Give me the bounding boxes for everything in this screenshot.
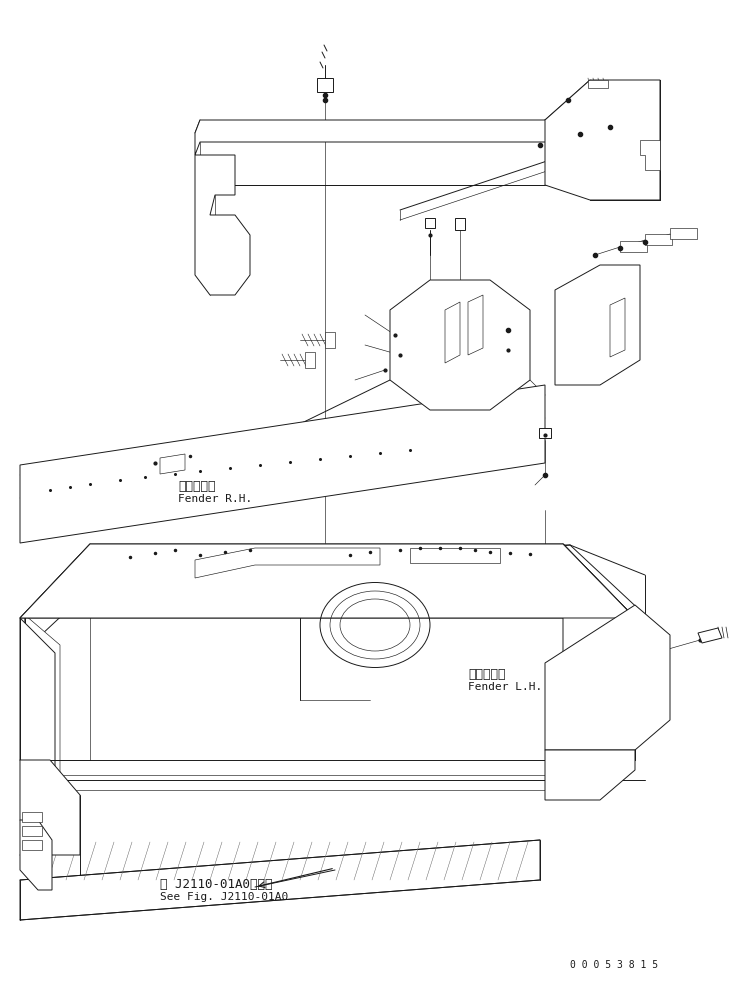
Polygon shape bbox=[20, 840, 540, 920]
Text: Fender L.H.: Fender L.H. bbox=[468, 682, 542, 692]
Polygon shape bbox=[610, 298, 625, 357]
Polygon shape bbox=[545, 605, 670, 750]
Text: フェンダ左: フェンダ左 bbox=[468, 668, 505, 681]
Polygon shape bbox=[425, 218, 435, 228]
Polygon shape bbox=[22, 840, 42, 850]
Polygon shape bbox=[698, 628, 722, 643]
Polygon shape bbox=[305, 352, 315, 368]
Polygon shape bbox=[20, 544, 635, 618]
Polygon shape bbox=[620, 241, 647, 252]
Polygon shape bbox=[195, 120, 570, 155]
Polygon shape bbox=[588, 80, 608, 88]
Polygon shape bbox=[645, 234, 672, 245]
Polygon shape bbox=[410, 548, 500, 563]
Polygon shape bbox=[25, 545, 645, 650]
Polygon shape bbox=[640, 140, 660, 170]
Text: 0 0 0 5 3 8 1 5: 0 0 0 5 3 8 1 5 bbox=[570, 960, 658, 970]
Polygon shape bbox=[25, 615, 60, 810]
Text: See Fig. J2110-01A0: See Fig. J2110-01A0 bbox=[160, 892, 288, 902]
Polygon shape bbox=[20, 820, 52, 890]
Polygon shape bbox=[563, 544, 635, 760]
Polygon shape bbox=[317, 78, 333, 92]
Polygon shape bbox=[20, 544, 635, 618]
Polygon shape bbox=[20, 385, 545, 543]
Polygon shape bbox=[390, 280, 530, 410]
Polygon shape bbox=[555, 265, 640, 385]
Text: 第 J2110-01A0図参照: 第 J2110-01A0図参照 bbox=[160, 878, 272, 891]
Polygon shape bbox=[545, 750, 635, 800]
Polygon shape bbox=[20, 760, 80, 855]
Polygon shape bbox=[545, 80, 660, 200]
Polygon shape bbox=[195, 155, 250, 295]
Text: Fender R.H.: Fender R.H. bbox=[178, 494, 253, 504]
Polygon shape bbox=[468, 295, 483, 355]
Polygon shape bbox=[22, 812, 42, 822]
Polygon shape bbox=[455, 218, 465, 230]
Polygon shape bbox=[539, 428, 551, 438]
Polygon shape bbox=[445, 302, 460, 363]
Polygon shape bbox=[195, 548, 380, 578]
Polygon shape bbox=[22, 826, 42, 836]
Polygon shape bbox=[325, 332, 335, 348]
Text: フェンダ右: フェンダ右 bbox=[178, 480, 215, 493]
Polygon shape bbox=[670, 228, 697, 239]
Polygon shape bbox=[20, 618, 55, 795]
Polygon shape bbox=[160, 454, 185, 474]
